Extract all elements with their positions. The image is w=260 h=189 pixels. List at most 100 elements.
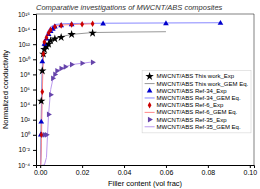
exp-point xyxy=(37,97,45,105)
plot-frame xyxy=(36,14,254,165)
exp-point xyxy=(218,20,224,25)
x-tick: 0.10 xyxy=(243,165,257,176)
exp-point xyxy=(80,21,84,27)
exp-point xyxy=(41,51,45,57)
legend-swatch xyxy=(145,83,155,84)
x-tick-label: 0.08 xyxy=(202,169,216,176)
legend-label: MWCNT/ABS Ref-6_GEM Eq. xyxy=(157,109,238,115)
legend-label: MWCNT/ABS Ref-34_Exp xyxy=(157,88,228,94)
y-tick-label: 10⁻² xyxy=(19,146,31,153)
x-tick-label: 0.06 xyxy=(160,169,174,176)
y-tick-mark xyxy=(33,59,36,60)
x-tick-mark xyxy=(250,165,251,168)
legend-swatch xyxy=(145,126,155,127)
y-tick-label: 10¹⁴ xyxy=(18,26,30,33)
exp-point xyxy=(45,34,49,40)
x-axis-line xyxy=(37,166,255,169)
x-tick: 0.06 xyxy=(160,165,174,176)
title: Comparative investigations of MWCNT/ABS … xyxy=(36,3,223,12)
legend-item: MWCNT/ABS Ref-34_Exp xyxy=(147,87,228,93)
exp-point xyxy=(163,20,169,25)
exp-point xyxy=(64,64,69,70)
x-tick: 0.02 xyxy=(76,165,90,176)
x-tick-label: 0.00 xyxy=(34,169,48,176)
y-tick: 10¹⁰ xyxy=(19,56,36,63)
gem-line xyxy=(41,24,93,165)
legend-item: MWCNT/ABS Ref-35_Exp xyxy=(148,117,227,123)
y-axis: 10⁻⁴10⁻²10⁰10²10⁴10⁶10⁸10¹⁰10¹²10¹⁴10¹⁶ xyxy=(18,11,37,169)
x-tick: 0.00 xyxy=(34,165,48,176)
x-axis: 0.00 0.02 0.04 0.06 0.08 0.10 xyxy=(34,165,257,176)
legend-label: MWCNT/ABS This work_GEM Eq. xyxy=(157,81,249,87)
legend-item: MWCNT/ABS Ref-34_GEM Eq. xyxy=(145,95,241,101)
exp-point xyxy=(100,21,106,26)
y-tick-label: 10⁰ xyxy=(21,131,31,138)
y-tick: 10⁶ xyxy=(20,86,36,93)
exp-point xyxy=(60,66,65,72)
gem-line xyxy=(41,32,166,165)
exp-point xyxy=(47,112,52,118)
exp-point xyxy=(39,58,45,63)
x-tick-label: 0.04 xyxy=(118,169,132,176)
exp-point xyxy=(43,39,47,45)
legend-label: MWCNT/ABS Ref-6_Exp xyxy=(157,102,224,108)
x-tick-mark xyxy=(124,165,125,168)
x-tick-label: 0.02 xyxy=(76,169,90,176)
chart: 0.00 0.02 0.04 0.06 0.08 0.10 10⁻⁴ 10⁻² 10⁰ 10² 10… xyxy=(0,0,260,189)
y-tick-label: 10⁸ xyxy=(20,71,30,78)
legend-swatch xyxy=(145,72,153,80)
legend-label: MWCNT/ABS Ref-35_Exp xyxy=(157,117,228,123)
legend-item: MWCNT/ABS Ref-35_GEM Eq. xyxy=(145,124,241,130)
exp-point xyxy=(38,66,46,74)
exp-point xyxy=(88,29,96,37)
exp-point xyxy=(40,89,44,95)
legend-swatch xyxy=(148,102,152,108)
legend: MWCNT/ABS This work_Exp MWCNT/ABS This wo… xyxy=(142,70,251,133)
y-tick-mark xyxy=(33,74,36,75)
x-axis-title: Filler content (vol frac) xyxy=(108,179,183,188)
exp-point xyxy=(70,21,74,27)
exp-point xyxy=(51,34,59,42)
y-tick-label: 10¹² xyxy=(18,41,30,48)
y-tick: 10² xyxy=(21,116,36,123)
y-tick-mark xyxy=(33,14,36,15)
y-tick-label: 10⁻⁴ xyxy=(18,162,30,169)
legend-swatch xyxy=(145,112,155,113)
legend-item: MWCNT/ABS Ref-6_Exp xyxy=(148,102,224,108)
exp-point xyxy=(53,24,57,30)
exp-point xyxy=(67,30,75,38)
exp-point xyxy=(70,62,75,68)
exp-point xyxy=(91,59,96,65)
exp-point xyxy=(49,92,54,98)
legend-item: MWCNT/ABS Ref-6_GEM Eq. xyxy=(145,109,238,115)
exp-point xyxy=(45,132,50,138)
legend-label: MWCNT/ABS This work_Exp xyxy=(157,73,235,79)
y-tick: 10¹² xyxy=(18,41,36,48)
y-tick: 10⁸ xyxy=(20,71,36,78)
y-axis-line xyxy=(33,15,37,166)
legend-label: MWCNT/ABS Ref-35_GEM Eq. xyxy=(157,124,241,130)
gem-line xyxy=(42,62,92,165)
y-tick-mark xyxy=(33,120,36,121)
y-tick-label: 10² xyxy=(21,116,31,123)
y-tick-mark xyxy=(33,135,36,136)
legend-item: MWCNT/ABS This work_GEM Eq. xyxy=(145,81,249,87)
x-tick: 0.04 xyxy=(118,165,132,176)
exp-point xyxy=(55,68,60,74)
x-tick-mark xyxy=(82,165,83,168)
y-tick: 10¹⁶ xyxy=(18,11,36,18)
y-tick-mark xyxy=(33,29,36,30)
legend-item: MWCNT/ABS This work_Exp xyxy=(145,72,234,80)
legend-swatch xyxy=(145,97,155,98)
y-tick-label: 10¹⁰ xyxy=(19,56,31,63)
x-tick-mark xyxy=(166,165,167,168)
x-tick-mark xyxy=(208,165,209,168)
legend-swatch xyxy=(147,87,153,92)
y-tick-label: 10¹⁶ xyxy=(18,11,30,18)
y-tick: 10⁰ xyxy=(21,131,36,138)
y-tick-mark xyxy=(33,150,36,151)
legend-box xyxy=(142,70,251,133)
exp-point xyxy=(80,60,85,66)
y-tick-mark xyxy=(33,90,36,91)
y-tick-mark xyxy=(33,165,36,166)
